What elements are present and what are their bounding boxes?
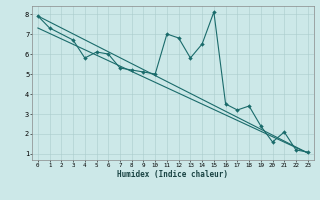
X-axis label: Humidex (Indice chaleur): Humidex (Indice chaleur) [117,170,228,179]
